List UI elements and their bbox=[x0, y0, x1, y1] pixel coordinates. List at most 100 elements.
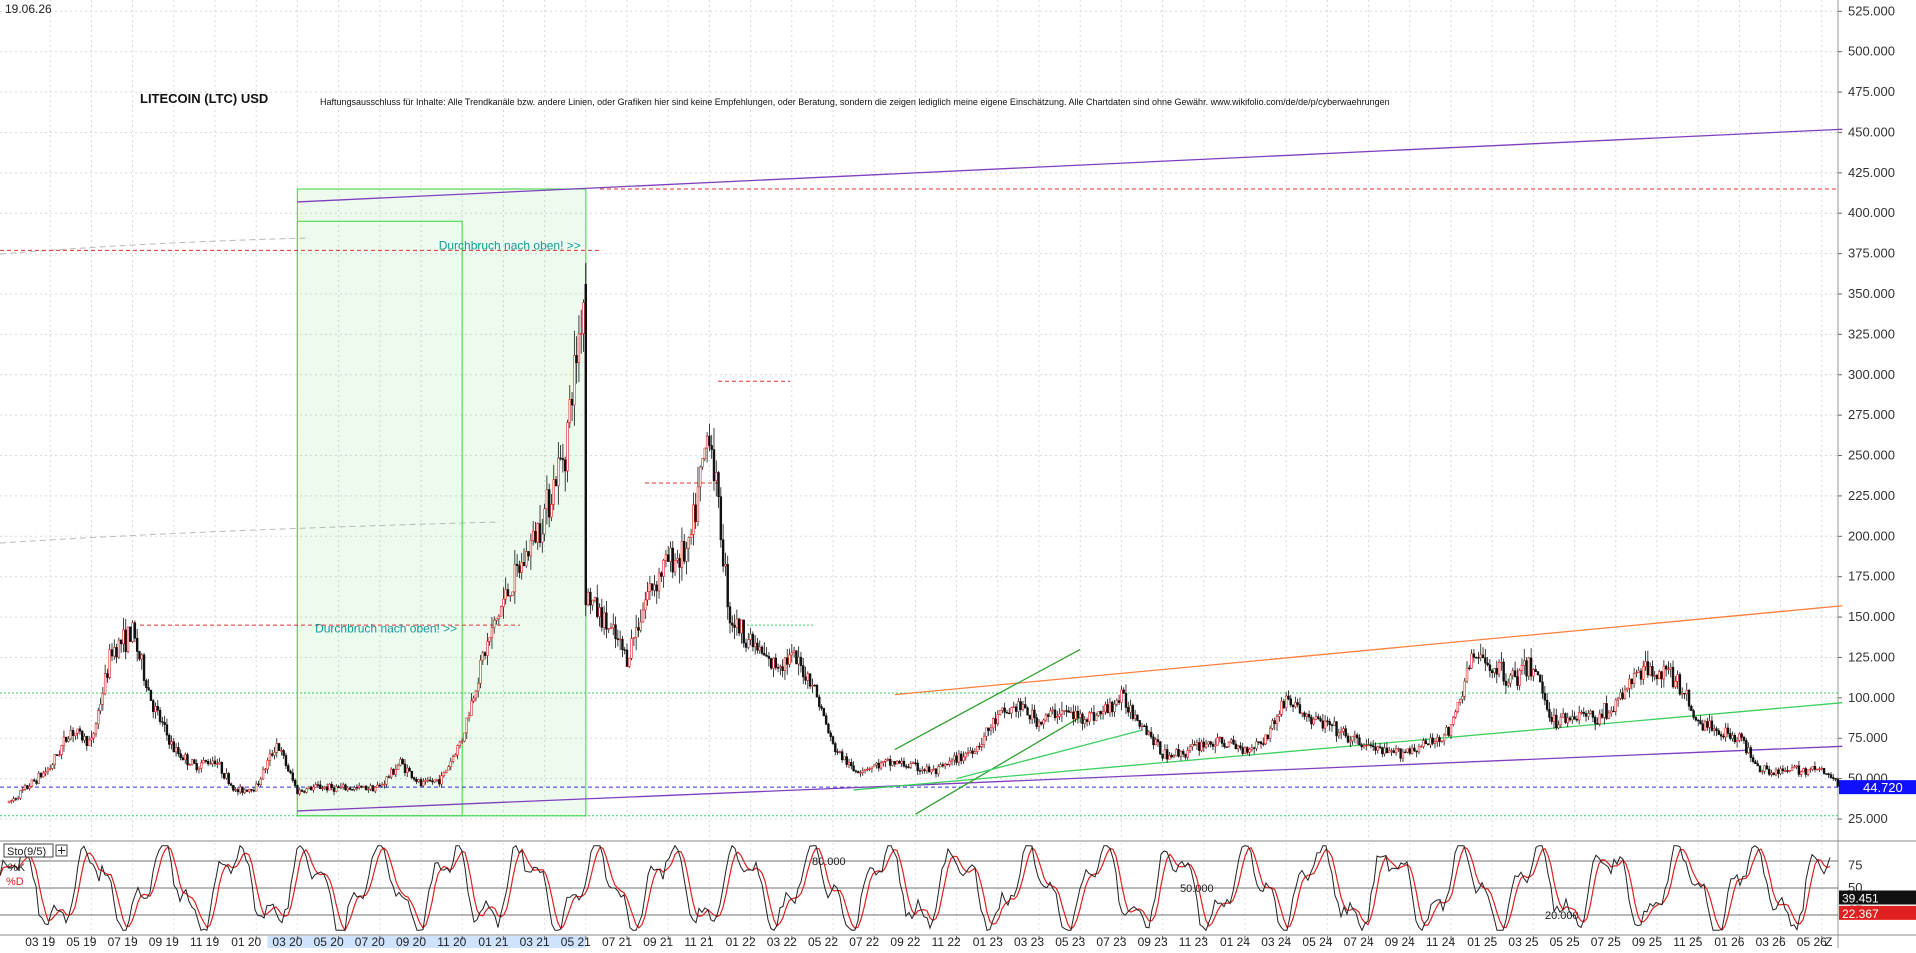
candle-body bbox=[1310, 716, 1313, 725]
candle-body bbox=[992, 718, 995, 729]
candle-body bbox=[1573, 716, 1576, 720]
candle-body bbox=[872, 764, 876, 768]
candle-body bbox=[1326, 720, 1329, 723]
candle-body bbox=[1179, 751, 1183, 757]
candle-body bbox=[1790, 767, 1794, 771]
candle-body bbox=[1005, 711, 1009, 714]
candle-body bbox=[543, 508, 546, 535]
candle-body bbox=[490, 627, 494, 638]
candle-body bbox=[195, 763, 198, 771]
candle-body bbox=[687, 537, 691, 549]
candle-body bbox=[37, 773, 40, 784]
candle-body bbox=[1747, 747, 1750, 754]
candle-body bbox=[1259, 741, 1263, 745]
candle-body bbox=[1401, 751, 1405, 759]
candle-body bbox=[797, 656, 800, 665]
candle-body bbox=[1243, 747, 1247, 754]
candle-body bbox=[1717, 730, 1721, 735]
candle-body bbox=[534, 530, 537, 543]
candle-body bbox=[30, 779, 34, 787]
trend-line bbox=[915, 716, 1081, 815]
candle-body bbox=[1539, 674, 1542, 683]
y-tick-label: 100.000 bbox=[1848, 690, 1895, 705]
candle-body bbox=[1648, 666, 1652, 676]
candle-body bbox=[955, 755, 958, 763]
osc-level-label: 50.000 bbox=[1180, 883, 1214, 895]
candle-body bbox=[1676, 674, 1679, 682]
osc-level-label: 80.000 bbox=[812, 856, 846, 868]
candle-body bbox=[1378, 746, 1382, 748]
osc-level-label: 20.000 bbox=[1545, 910, 1579, 922]
x-tick-label: 03 20 bbox=[272, 935, 302, 948]
candle-body bbox=[1271, 720, 1274, 729]
candle-body bbox=[911, 762, 915, 764]
candle-body bbox=[1429, 737, 1432, 746]
candle-body bbox=[854, 770, 858, 772]
candle-body bbox=[1262, 743, 1265, 745]
candle-body bbox=[1813, 766, 1817, 770]
candle-body bbox=[1019, 701, 1022, 710]
candle-body bbox=[1392, 750, 1395, 753]
y-tick-label: 200.000 bbox=[1848, 528, 1895, 543]
candle-body bbox=[767, 656, 771, 659]
candle-body bbox=[717, 472, 720, 498]
candle-body bbox=[444, 769, 448, 773]
candle-body bbox=[1207, 741, 1210, 745]
candle-body bbox=[1177, 749, 1180, 757]
candle-body bbox=[847, 762, 851, 765]
candle-body bbox=[1594, 717, 1597, 724]
y-tick-label: 150.000 bbox=[1848, 609, 1895, 624]
candle-body bbox=[694, 504, 697, 522]
candle-body bbox=[515, 563, 519, 566]
candle-body bbox=[1692, 710, 1695, 718]
x-tick-label: 03 23 bbox=[1014, 935, 1044, 948]
x-tick-label: 01 21 bbox=[478, 935, 508, 948]
candle-body bbox=[1639, 670, 1643, 680]
candle-body bbox=[561, 458, 565, 461]
candle-body bbox=[314, 784, 317, 788]
candle-body bbox=[1758, 765, 1762, 773]
candle-body bbox=[117, 639, 121, 658]
candle-body bbox=[1351, 736, 1354, 742]
candle-body bbox=[1374, 746, 1377, 751]
candle-body bbox=[293, 780, 297, 786]
candle-body bbox=[1296, 702, 1299, 705]
candle-body bbox=[689, 534, 693, 538]
candle-body bbox=[1049, 710, 1052, 717]
candle-body bbox=[1241, 747, 1244, 754]
candle-body bbox=[1779, 768, 1782, 774]
candle-body bbox=[129, 626, 132, 642]
candle-body bbox=[1202, 741, 1206, 748]
candle-body bbox=[989, 727, 993, 731]
candle-body bbox=[1584, 713, 1588, 717]
candle-body bbox=[563, 459, 567, 472]
candle-body bbox=[747, 639, 750, 648]
candle-body bbox=[1417, 746, 1421, 753]
candle-body bbox=[1827, 773, 1830, 775]
candle-body bbox=[781, 666, 784, 671]
candle-body bbox=[1706, 721, 1709, 728]
y-tick-label: 300.000 bbox=[1848, 367, 1895, 382]
candle-body bbox=[618, 638, 622, 641]
candle-body bbox=[895, 760, 899, 765]
candle-body bbox=[1566, 717, 1569, 723]
candle-body bbox=[1257, 741, 1260, 743]
candle-body bbox=[568, 399, 571, 423]
candle-body bbox=[348, 787, 352, 790]
candle-body bbox=[1527, 657, 1531, 677]
candle-body bbox=[46, 768, 50, 773]
candle-body bbox=[7, 800, 11, 804]
candle-body bbox=[344, 784, 347, 791]
candle-body bbox=[1598, 713, 1601, 725]
candle-body bbox=[1596, 723, 1599, 725]
candle-body bbox=[145, 680, 148, 688]
x-tick-label: 09 20 bbox=[396, 935, 426, 948]
candle-body bbox=[1589, 710, 1592, 714]
candle-body bbox=[181, 757, 185, 760]
candle-body bbox=[939, 764, 942, 767]
candle-body bbox=[332, 787, 336, 792]
candle-body bbox=[957, 753, 961, 763]
candle-body bbox=[26, 785, 29, 789]
candle-body bbox=[1431, 737, 1434, 744]
candle-body bbox=[1182, 751, 1185, 755]
